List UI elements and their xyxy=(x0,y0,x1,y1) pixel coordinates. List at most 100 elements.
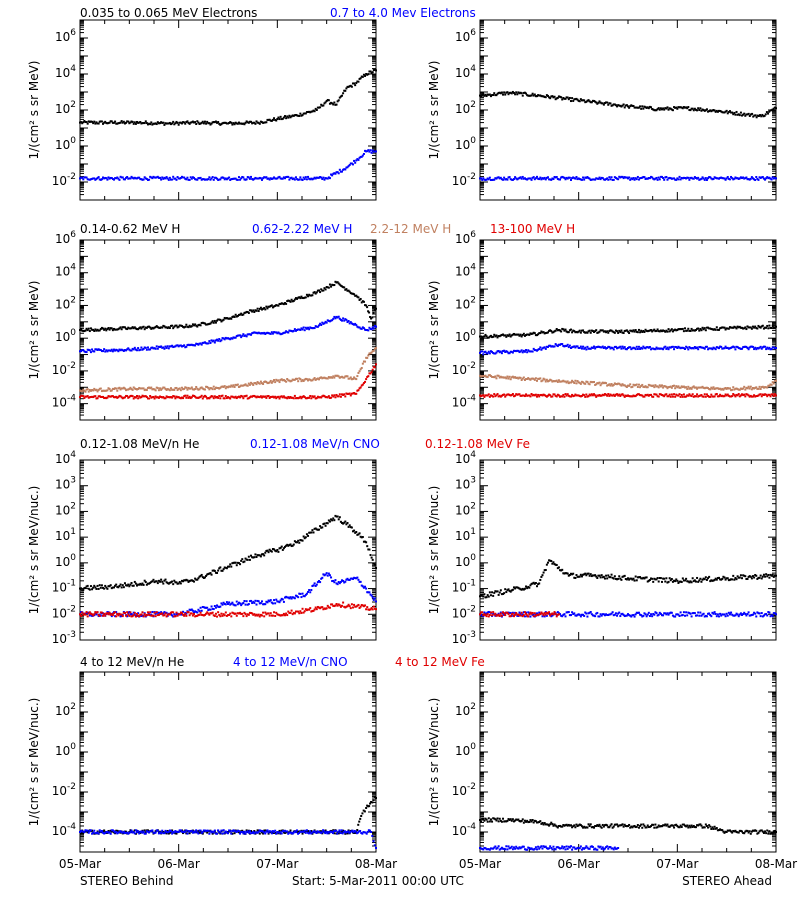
data-point xyxy=(497,395,500,398)
data-point xyxy=(164,578,167,581)
data-point xyxy=(647,394,650,397)
data-point xyxy=(188,608,191,611)
data-point xyxy=(608,383,611,386)
data-point xyxy=(678,328,681,331)
data-point xyxy=(548,393,551,396)
data-point xyxy=(323,322,326,325)
data-point xyxy=(112,586,115,589)
data-point xyxy=(553,380,556,383)
data-point xyxy=(153,326,156,329)
data-point xyxy=(369,149,372,152)
data-point xyxy=(365,73,368,75)
data-point xyxy=(293,597,296,600)
data-point xyxy=(569,346,572,349)
data-point xyxy=(572,395,575,398)
data-point xyxy=(154,615,157,618)
data-point xyxy=(737,347,740,350)
data-point xyxy=(614,104,617,107)
data-point xyxy=(575,176,578,179)
data-point xyxy=(612,331,615,334)
data-point xyxy=(240,394,243,397)
data-point xyxy=(616,177,619,180)
data-point xyxy=(773,176,776,179)
data-point xyxy=(481,394,484,397)
data-point xyxy=(107,585,110,588)
data-point xyxy=(206,178,209,181)
data-point xyxy=(179,611,182,614)
data-point xyxy=(567,176,570,179)
data-point xyxy=(713,387,716,390)
data-point xyxy=(334,317,337,320)
data-point xyxy=(263,121,266,124)
data-point xyxy=(279,546,282,549)
data-point xyxy=(256,395,259,398)
data-point xyxy=(285,117,288,120)
data-point xyxy=(671,109,674,112)
data-point xyxy=(239,334,242,337)
data-point xyxy=(144,581,147,584)
data-point xyxy=(600,394,603,397)
data-point xyxy=(506,334,509,337)
data-point xyxy=(235,335,238,338)
data-point xyxy=(529,350,532,353)
data-point xyxy=(267,305,270,308)
data-point xyxy=(184,612,187,615)
data-point xyxy=(689,347,692,350)
data-point xyxy=(149,348,152,351)
y-tick-label: 102 xyxy=(455,100,476,116)
data-point xyxy=(656,178,659,181)
data-point xyxy=(336,100,339,103)
data-point xyxy=(266,601,269,604)
data-point xyxy=(610,329,613,332)
y-axis-label: 1/(cm² s sr MeV) xyxy=(427,281,441,380)
data-point xyxy=(235,564,238,567)
data-point xyxy=(610,346,613,349)
data-point xyxy=(652,395,655,398)
data-point xyxy=(289,380,292,383)
data-point xyxy=(242,313,245,316)
data-point xyxy=(530,332,533,335)
data-point xyxy=(769,383,772,386)
data-point xyxy=(693,107,696,110)
data-point xyxy=(588,100,591,103)
data-point xyxy=(375,608,377,611)
data-point xyxy=(674,395,677,398)
data-point xyxy=(305,397,308,400)
data-point xyxy=(172,175,175,178)
data-point xyxy=(264,551,267,554)
data-point xyxy=(678,346,681,349)
data-point xyxy=(228,337,231,340)
data-point xyxy=(654,384,657,387)
data-point xyxy=(303,296,306,299)
data-point xyxy=(180,612,183,615)
data-point xyxy=(315,291,318,294)
data-point xyxy=(169,611,172,614)
data-point xyxy=(243,560,246,563)
data-point xyxy=(133,326,136,329)
data-point xyxy=(328,320,331,323)
data-point xyxy=(555,176,558,179)
data-point xyxy=(650,106,653,109)
data-point xyxy=(588,393,591,396)
data-point xyxy=(575,345,578,348)
data-point xyxy=(112,387,115,390)
data-point xyxy=(130,615,133,618)
data-point xyxy=(155,123,158,126)
data-point xyxy=(125,394,128,397)
data-point xyxy=(496,393,499,396)
data-point xyxy=(751,345,754,348)
data-point xyxy=(745,393,748,396)
data-point xyxy=(173,613,176,616)
data-point xyxy=(120,614,123,617)
data-point xyxy=(191,176,194,179)
data-point xyxy=(326,574,329,577)
data-point xyxy=(568,381,571,384)
data-point xyxy=(285,396,288,399)
data-point xyxy=(640,107,643,110)
data-point xyxy=(312,109,315,112)
data-point xyxy=(236,314,239,317)
data-point xyxy=(349,162,352,165)
data-point xyxy=(258,382,261,385)
data-point xyxy=(252,600,255,603)
data-point xyxy=(575,382,578,385)
